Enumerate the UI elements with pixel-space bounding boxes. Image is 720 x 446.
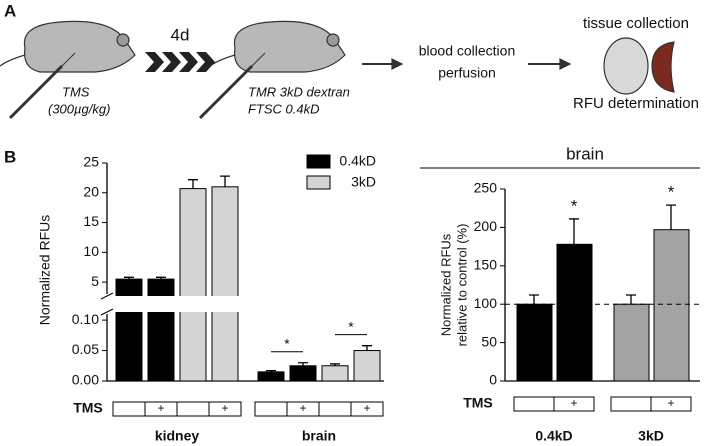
significance-label: * <box>571 196 578 215</box>
tms-cell <box>176 401 210 417</box>
y-tick-label: 5 <box>91 273 99 289</box>
y-tick-label: 50 <box>481 333 497 349</box>
bar <box>516 303 553 382</box>
y-tick-label: 0.05 <box>72 341 99 357</box>
legend-label: 0.4kD <box>339 153 376 169</box>
panel-label: A <box>4 1 16 20</box>
x-tick-label: + <box>363 401 370 415</box>
diagram-text: FTSC 0.4kD <box>248 101 320 116</box>
bar <box>115 278 143 382</box>
error-bar <box>330 363 340 366</box>
chart-title: brain <box>566 144 604 163</box>
bar <box>613 303 650 382</box>
x-tick-label: + <box>299 401 306 415</box>
tms-cell <box>553 396 595 412</box>
y-tick-label: 200 <box>474 218 498 234</box>
legend-swatch <box>306 175 331 190</box>
row-label: TMS <box>463 395 493 411</box>
group-label: brain <box>302 428 336 444</box>
bar <box>321 365 349 382</box>
y-tick-label: 0.10 <box>72 311 99 327</box>
row-label: TMS <box>73 400 103 416</box>
diagram-text: RFU determination <box>573 95 699 112</box>
y-tick-label: 0 <box>489 372 497 388</box>
y-axis-label: relative to control (%) <box>454 224 469 347</box>
diagram-text: blood collection <box>419 43 516 59</box>
error-bar <box>666 204 676 230</box>
group-label: kidney <box>155 428 200 444</box>
error-bar <box>569 218 579 245</box>
diagram-text: (300µg/kg) <box>48 101 110 116</box>
diagram-text: 4d <box>171 25 190 44</box>
legend-swatch <box>306 154 331 169</box>
axis-break <box>105 296 245 312</box>
error-bar <box>124 276 134 280</box>
schematic <box>0 20 675 120</box>
group-label: 0.4kD <box>535 428 572 444</box>
diagram-text: TMR 3kD dextran <box>248 84 350 99</box>
y-tick-label: 250 <box>474 180 498 196</box>
x-tick-label: + <box>570 396 577 410</box>
tms-cell <box>112 401 146 417</box>
error-bar <box>266 369 276 372</box>
bar <box>147 278 175 382</box>
group-label: 3kD <box>638 428 664 444</box>
bar <box>179 188 207 382</box>
bar <box>556 243 593 382</box>
y-axis-label: Normalized RFUs <box>37 215 53 325</box>
error-bar <box>156 276 166 280</box>
error-bar <box>362 345 372 351</box>
y-tick-label: 25 <box>83 154 99 170</box>
tms-cell <box>650 396 692 412</box>
tms-cell <box>513 396 555 412</box>
y-tick-label: 150 <box>474 257 498 273</box>
axis-break-mark <box>100 292 114 316</box>
y-tick-label: 20 <box>83 183 99 199</box>
y-tick-label: 0.00 <box>72 372 99 388</box>
x-tick-label: + <box>157 401 164 415</box>
y-tick-label: 15 <box>83 213 99 229</box>
diagram-text: tissue collection <box>583 15 689 32</box>
y-tick-label: 100 <box>474 295 498 311</box>
significance-label: * <box>284 335 290 351</box>
significance-label: * <box>668 183 675 202</box>
x-tick-label: + <box>667 396 674 410</box>
bar <box>257 371 285 382</box>
error-bar <box>529 294 539 305</box>
error-bar <box>220 175 230 187</box>
diagram-text: perfusion <box>438 65 496 81</box>
y-tick-label: 10 <box>83 243 99 259</box>
error-bar <box>188 179 198 189</box>
tms-cell <box>254 401 288 417</box>
bar <box>289 365 317 382</box>
tms-cell <box>610 396 652 412</box>
panel-label: B <box>4 147 16 166</box>
bar <box>653 229 690 382</box>
error-bar <box>626 294 636 305</box>
error-bar <box>298 362 308 366</box>
bar <box>211 186 239 382</box>
tms-cell <box>318 401 352 417</box>
legend-label: 3kD <box>351 174 376 190</box>
x-tick-label: + <box>221 401 228 415</box>
bar <box>353 350 381 382</box>
significance-label: * <box>348 318 354 334</box>
y-axis-label: Normalized RFUs <box>438 233 453 336</box>
diagram-text: TMS <box>62 84 90 99</box>
tms-cell <box>208 401 242 417</box>
tms-cell <box>350 401 384 417</box>
